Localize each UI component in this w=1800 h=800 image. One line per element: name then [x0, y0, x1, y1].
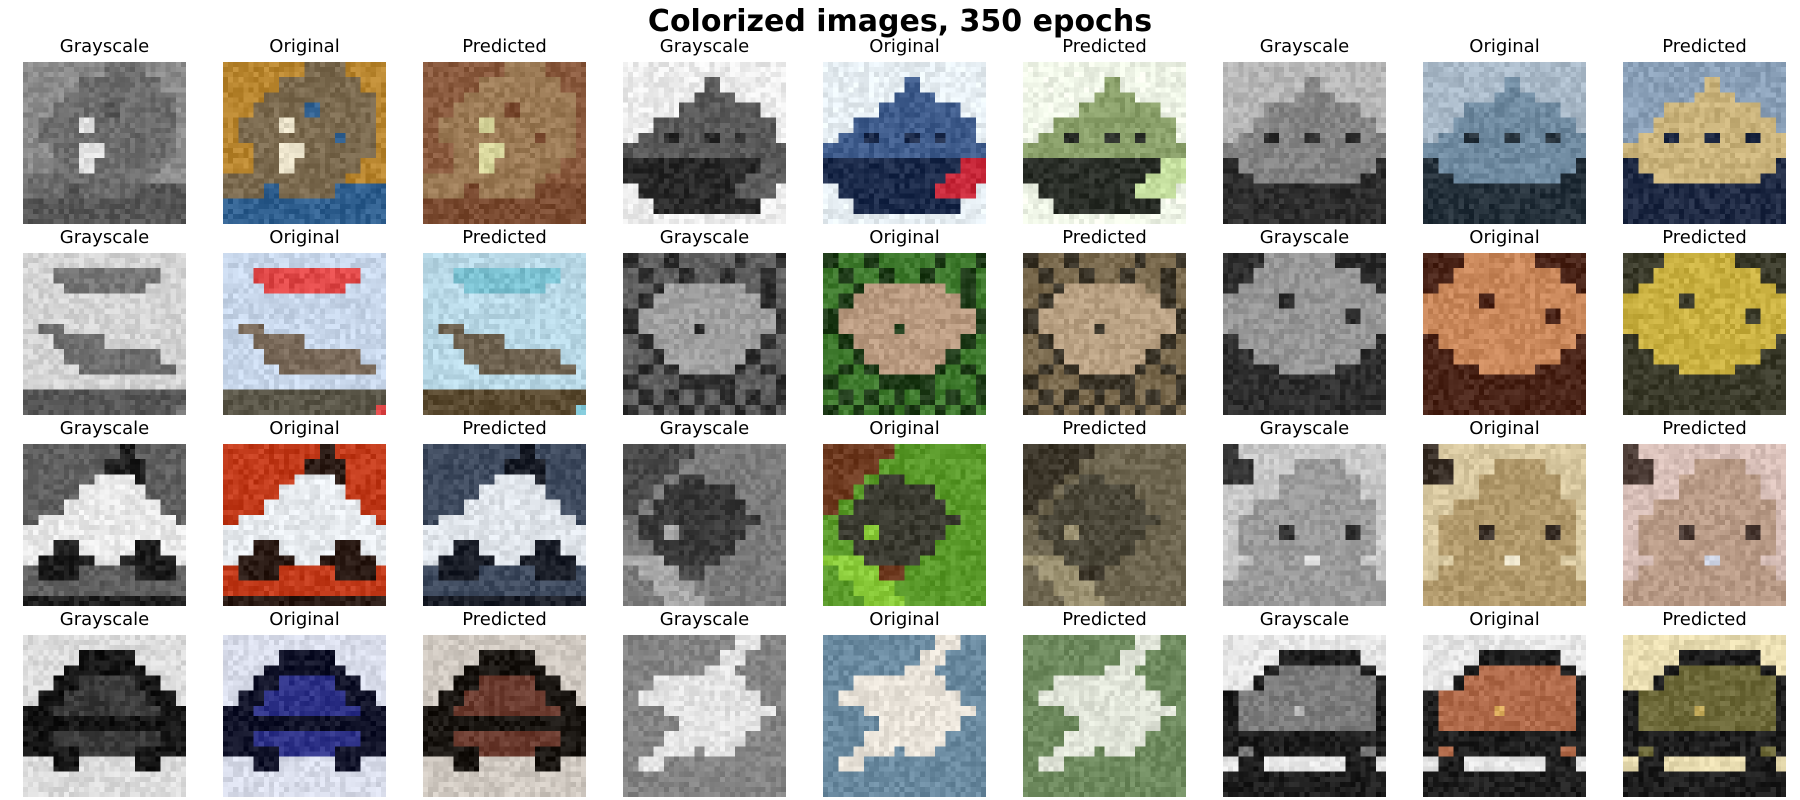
tile-label: Original	[223, 36, 386, 57]
plane-image	[223, 253, 386, 415]
frog-image	[1023, 253, 1186, 415]
cat-image	[23, 62, 186, 224]
tile-label: Original	[1423, 609, 1586, 630]
tile-label: Predicted	[423, 609, 586, 630]
tile-label: Predicted	[1023, 36, 1186, 57]
truck-image	[223, 635, 386, 797]
tile-label: Grayscale	[623, 227, 786, 248]
tile-label: Original	[223, 418, 386, 439]
frog3-image	[823, 444, 986, 606]
cat2-image	[1623, 444, 1786, 606]
tile-label: Predicted	[1623, 609, 1786, 630]
car-image	[223, 444, 386, 606]
frog3-image	[1023, 444, 1186, 606]
tile-label: Grayscale	[623, 36, 786, 57]
tile-label: Predicted	[1623, 36, 1786, 57]
frog-image	[623, 253, 786, 415]
lorry-image	[1623, 635, 1786, 797]
car-image	[423, 444, 586, 606]
boat-image	[1623, 62, 1786, 224]
jet-image	[623, 635, 786, 797]
figure-title: Colorized images, 350 epochs	[0, 4, 1800, 39]
tile-label: Original	[1423, 227, 1586, 248]
tile-label: Predicted	[423, 227, 586, 248]
tile-label: Grayscale	[1223, 36, 1386, 57]
plane-image	[423, 253, 586, 415]
tile-label: Grayscale	[1223, 227, 1386, 248]
tile-label: Predicted	[423, 36, 586, 57]
cat2-image	[1423, 444, 1586, 606]
jet-image	[823, 635, 986, 797]
frog3-image	[623, 444, 786, 606]
boat-image	[1223, 62, 1386, 224]
frog-image	[823, 253, 986, 415]
truck-image	[423, 635, 586, 797]
tile-label: Grayscale	[1223, 609, 1386, 630]
tile-label: Predicted	[423, 418, 586, 439]
tile-label: Predicted	[1023, 227, 1186, 248]
tile-label: Grayscale	[623, 418, 786, 439]
tile-label: Predicted	[1023, 609, 1186, 630]
ship-image	[623, 62, 786, 224]
frog2-image	[1623, 253, 1786, 415]
cat-image	[223, 62, 386, 224]
tile-label: Original	[223, 609, 386, 630]
tile-label: Original	[823, 418, 986, 439]
lorry-image	[1423, 635, 1586, 797]
tile-label: Predicted	[1023, 418, 1186, 439]
tile-label: Grayscale	[23, 227, 186, 248]
tile-label: Grayscale	[23, 609, 186, 630]
tile-label: Original	[823, 609, 986, 630]
tile-label: Original	[1423, 36, 1586, 57]
tile-label: Predicted	[1623, 418, 1786, 439]
frog2-image	[1223, 253, 1386, 415]
tile-label: Original	[823, 36, 986, 57]
tile-label: Grayscale	[1223, 418, 1386, 439]
tile-label: Grayscale	[23, 418, 186, 439]
frog2-image	[1423, 253, 1586, 415]
ship-image	[823, 62, 986, 224]
truck-image	[23, 635, 186, 797]
tile-label: Original	[1423, 418, 1586, 439]
cat-image	[423, 62, 586, 224]
cat2-image	[1223, 444, 1386, 606]
jet-image	[1023, 635, 1186, 797]
car-image	[23, 444, 186, 606]
tile-label: Original	[223, 227, 386, 248]
boat-image	[1423, 62, 1586, 224]
tile-label: Predicted	[1623, 227, 1786, 248]
tile-label: Original	[823, 227, 986, 248]
tile-label: Grayscale	[23, 36, 186, 57]
plane-image	[23, 253, 186, 415]
tile-label: Grayscale	[623, 609, 786, 630]
lorry-image	[1223, 635, 1386, 797]
ship-image	[1023, 62, 1186, 224]
